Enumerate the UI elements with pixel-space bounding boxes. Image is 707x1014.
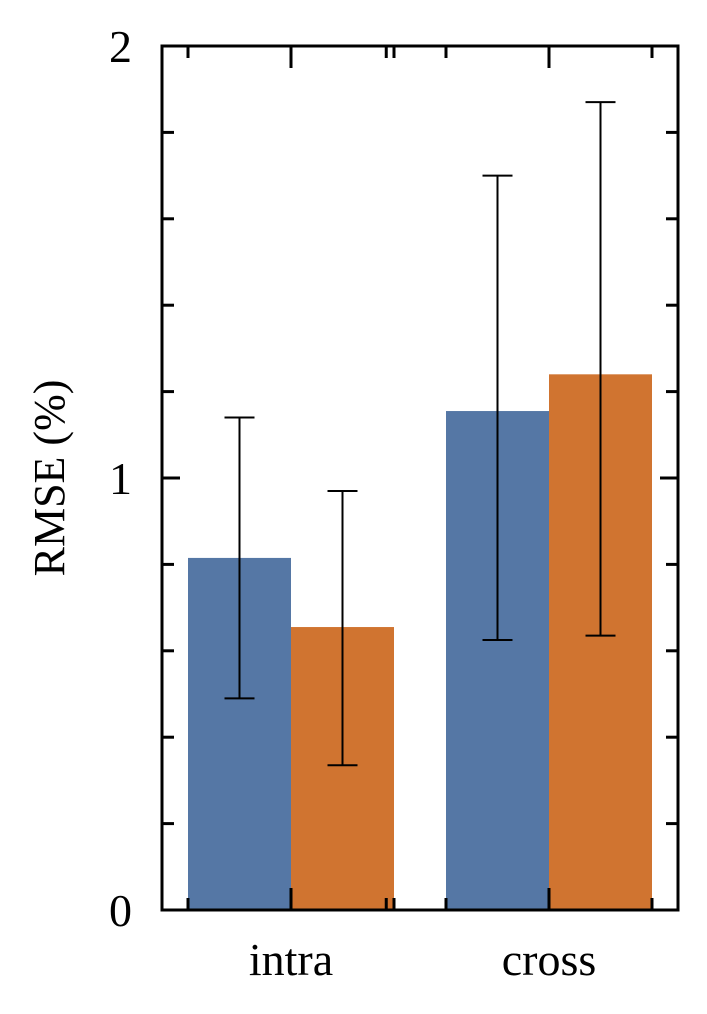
bars-layer xyxy=(188,374,652,910)
y-tick-label-2: 2 xyxy=(109,21,132,72)
x-tick-label-cross: cross xyxy=(502,934,597,985)
x-tick-label-intra: intra xyxy=(249,934,333,985)
y-axis-label: RMSE (%) xyxy=(25,380,74,577)
y-tick-label-0: 0 xyxy=(109,885,132,936)
plot-frame xyxy=(160,44,680,912)
y-tick-label-1: 1 xyxy=(109,453,132,504)
labels-layer: intra cross 0 1 2 xyxy=(109,21,596,985)
error-bars-layer xyxy=(224,101,616,767)
